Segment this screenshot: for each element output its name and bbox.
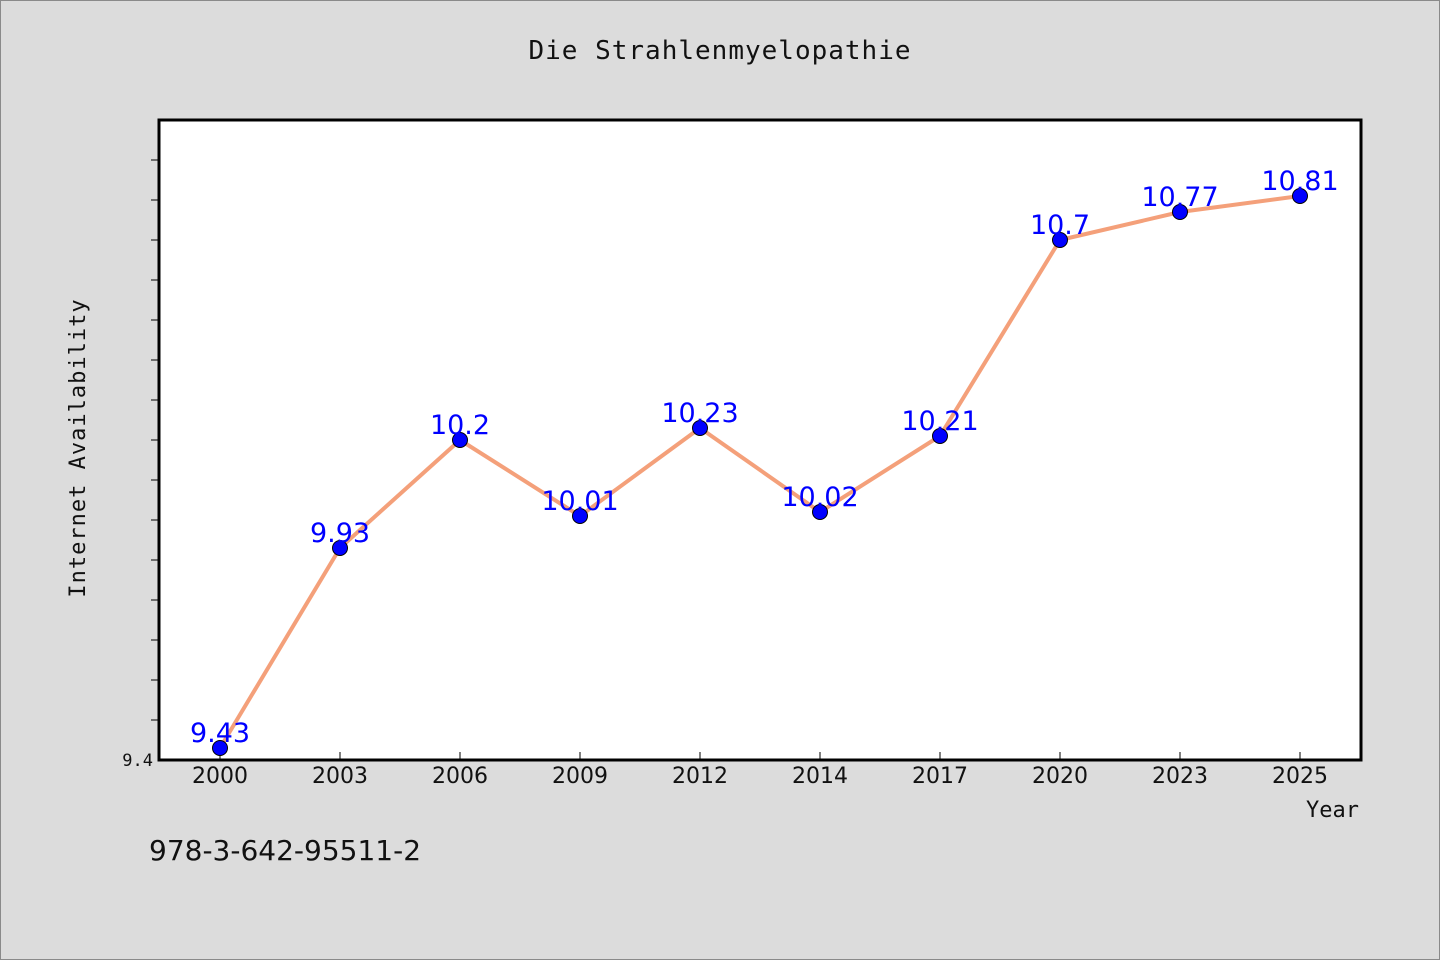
x-tick-label: 2020 [1032, 764, 1088, 789]
data-point [572, 508, 588, 524]
y-axis-label: Internet Availability [66, 298, 91, 597]
x-tick-label: 2012 [672, 764, 728, 789]
x-tick-label: 2025 [1272, 764, 1328, 789]
data-label: 10.77 [1141, 182, 1218, 213]
x-axis-ticks: 2000 2003 2006 2009 2012 2014 2017 2020 2023 2025 [192, 752, 1328, 789]
footer-isbn: 978-3-642-95511-2 [149, 834, 422, 867]
x-tick-label: 2006 [432, 764, 488, 789]
data-point [692, 420, 708, 436]
data-label: 10.7 [1030, 210, 1090, 241]
y-axis-ticks: 9.4 [122, 159, 159, 771]
x-tick-label: 2009 [552, 764, 608, 789]
series-layer: 9.43 9.93 10.2 10.01 10.23 10.02 10.21 10.7 10.7… [190, 166, 1339, 756]
data-label: 10.02 [781, 482, 858, 513]
y-tick-label: 9.4 [122, 751, 153, 771]
x-axis-label: Year [1306, 798, 1359, 823]
x-tick-label: 2000 [192, 764, 248, 789]
data-label: 10.23 [661, 398, 738, 429]
data-point [1292, 188, 1308, 204]
series-line [218, 194, 1301, 750]
data-point [932, 428, 948, 444]
data-point [332, 540, 348, 556]
data-label: 10.01 [541, 486, 618, 517]
x-tick-label: 2023 [1152, 764, 1208, 789]
data-label: 9.93 [310, 518, 370, 549]
data-label: 10.2 [430, 410, 490, 441]
data-point [212, 740, 228, 756]
data-point [812, 504, 828, 520]
data-label: 9.43 [190, 718, 250, 749]
plot-area [157, 118, 1363, 762]
chart-title: Die Strahlenmyelopathie [528, 36, 912, 66]
data-point [1052, 232, 1068, 248]
x-tick-label: 2017 [912, 764, 968, 789]
data-point [1172, 204, 1188, 220]
x-tick-label: 2003 [312, 764, 368, 789]
data-label: 10.81 [1261, 166, 1338, 197]
data-label: 10.21 [901, 406, 978, 437]
x-tick-label: 2014 [792, 764, 848, 789]
data-point [452, 432, 468, 448]
